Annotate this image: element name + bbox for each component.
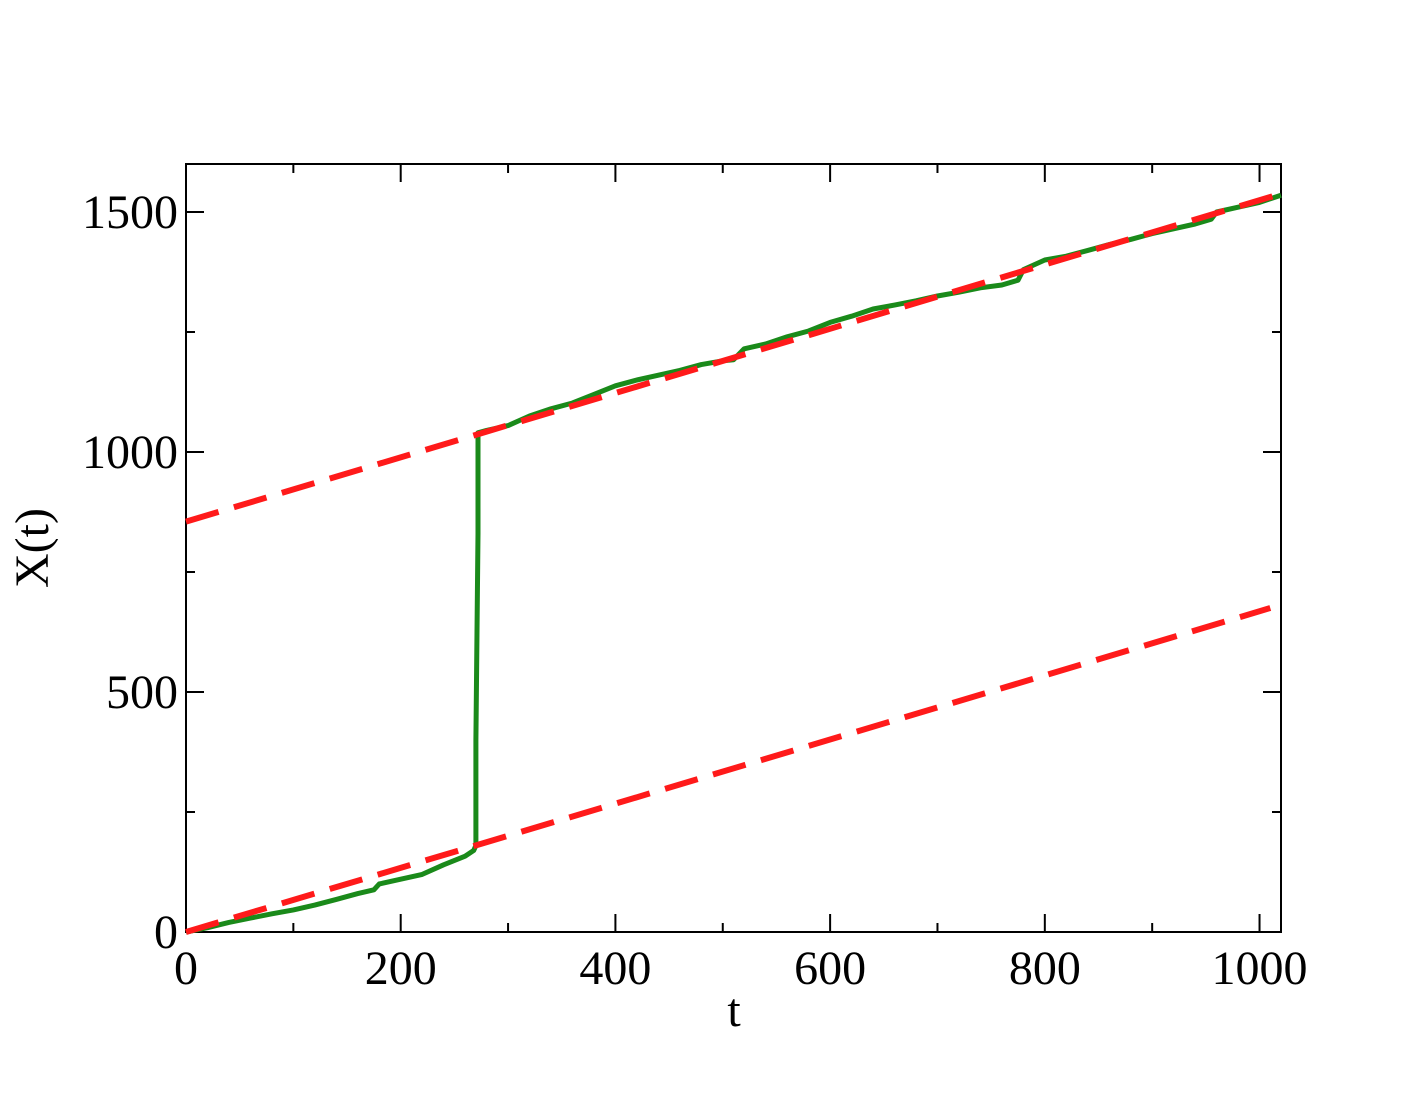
- trajectory-line: [185, 192, 1282, 935]
- plot-frame: [185, 163, 1282, 933]
- x-tick-label: 1000: [1212, 942, 1308, 995]
- dashed-fit-line-2: [185, 190, 1282, 525]
- x-tick-label: 800: [1009, 942, 1081, 995]
- y-tick-label: 1500: [82, 186, 178, 239]
- y-axis-title: X(t): [6, 508, 59, 588]
- y-tick-label: 500: [106, 666, 178, 719]
- x-axis-title: t: [727, 984, 741, 1037]
- x-tick-label: 0: [174, 942, 198, 995]
- axis-ticks: [185, 164, 1281, 933]
- y-tick-label: 0: [154, 906, 178, 959]
- plot-area: [185, 163, 1282, 933]
- x-tick-label: 200: [365, 942, 437, 995]
- dashed-fit-line-1: [185, 605, 1272, 935]
- x-tick-label: 400: [579, 942, 651, 995]
- y-tick-label: 1000: [82, 426, 178, 479]
- x-tick-label: 600: [794, 942, 866, 995]
- series-layer: [185, 190, 1282, 935]
- axis-tick-labels: 0 200 400 600 800 1000 0 500 1000 1500: [82, 186, 1308, 995]
